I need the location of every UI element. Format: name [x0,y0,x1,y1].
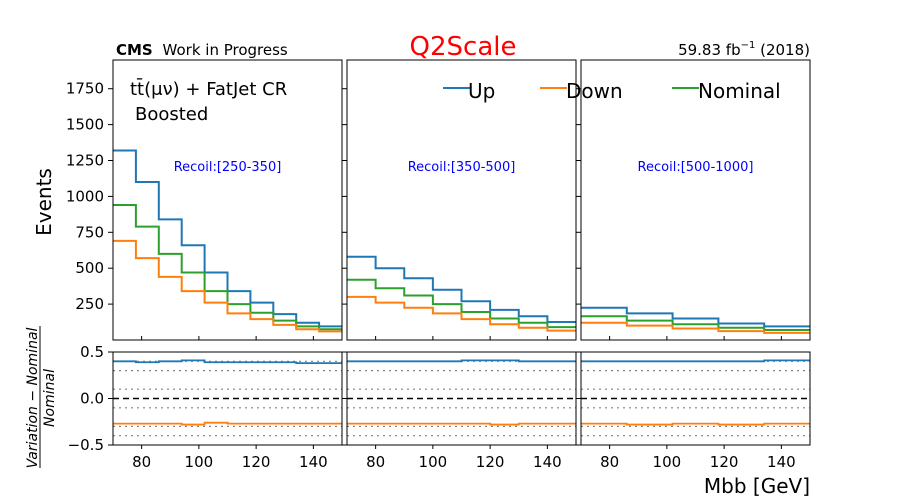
y-axis-title: Events [32,168,56,236]
ratio-down [347,422,576,426]
y-tick-label: 500 [75,259,104,277]
ratio-y-tick-label: −0.5 [68,436,104,454]
x-tick-label: 120 [710,453,739,471]
x-tick-label: 120 [476,453,505,471]
y-tick-label: 1000 [66,187,104,205]
y-tick-label: 1250 [66,152,104,170]
legend-label-up: Up [468,79,495,103]
region-label-line1: tt̄(μν) + FatJet CR [130,78,287,100]
lumi-year: (2018) [755,41,810,59]
histogram-down [113,239,342,333]
top-panel-frame [346,59,577,341]
x-tick-label: 100 [419,453,448,471]
histogram-down [347,295,576,332]
top-panel-frame [580,59,811,341]
lumi-value: 59.83 fb [678,41,741,59]
panel-3: Recoil:[500-1000] 80 100 120 140 [576,59,811,471]
ratio-down [581,422,810,426]
y-tick-label: 750 [75,223,104,241]
chart-panels: Recoil:[250-350]80 100 120 1402505007501000… [66,59,811,471]
y-tick-label: 250 [75,295,104,313]
top-panel-frame [112,59,343,341]
x-tick-label: 140 [533,453,562,471]
recoil-label: Recoil:[350-500] [408,160,516,175]
ratio-up [581,359,810,363]
experiment-name: CMS [116,41,153,59]
x-tick-label: 120 [242,453,271,471]
y-tick-label: 1750 [66,80,104,98]
x-tick-label: 140 [767,453,796,471]
legend-label-down: Down [566,79,623,103]
ratio-y-tick-label: 0.5 [80,343,104,361]
lumi-label: 59.83 fb−1 (2018) [678,40,810,59]
lumi-exponent: −1 [741,40,756,51]
x-tick-label: 80 [600,453,619,471]
ratio-y-tick-label: 0.0 [80,390,104,408]
ratio-title-numerator: Variation − Nominal [25,327,41,468]
panel-1: Recoil:[250-350] 80 100 120 140 250 500 750 1000… [66,59,343,471]
x-tick-label: 80 [132,453,151,471]
recoil-label: Recoil:[500-1000] [638,160,754,175]
ratio-up [113,359,342,365]
x-tick-label: 80 [366,453,385,471]
ratio-title-denominator: Nominal [42,369,58,427]
x-tick-label: 140 [299,453,328,471]
ratio-up [347,359,576,363]
y-tick-label: 1500 [66,116,104,134]
histogram-nominal [347,278,576,329]
panel-2: Recoil:[350-500] 80 100 120 140 [342,59,577,471]
histogram-up [347,255,576,324]
experiment-label: CMS Work in Progress [116,41,288,59]
legend-label-nominal: Nominal [698,79,781,103]
histogram-nominal [581,315,810,331]
histogram-up [581,306,810,328]
x-tick-label: 100 [653,453,682,471]
histogram-down [581,321,810,334]
x-tick-label: 100 [185,453,214,471]
x-axis-title: Mbb [GeV] [704,474,810,498]
region-label-line2: Boosted [135,104,208,125]
figure-title: Q2Scale [410,32,517,62]
experiment-status: Work in Progress [163,41,288,59]
recoil-label: Recoil:[250-350] [174,160,282,175]
legend: Up Down Nominal [443,79,781,103]
ratio-axis-title: Variation − Nominal Nominal [25,326,58,468]
ratio-down [113,421,342,426]
